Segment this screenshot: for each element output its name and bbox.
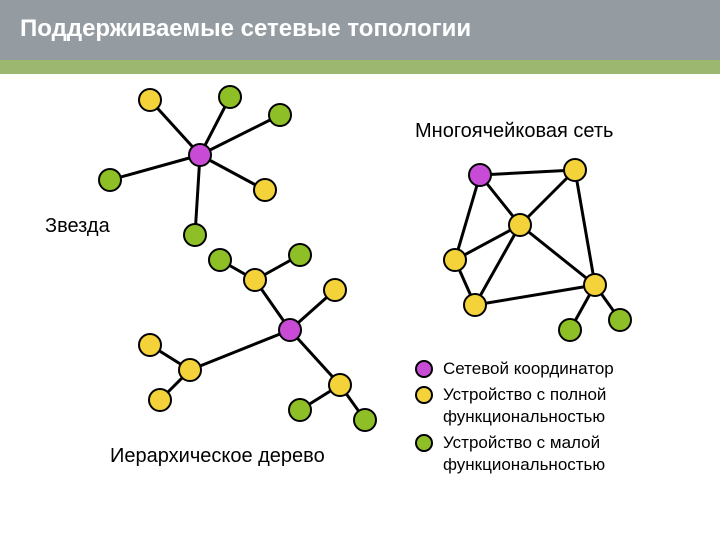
legend-item-reduced: Устройство с малой функциональностью <box>415 432 693 476</box>
node-coordinator <box>469 164 491 186</box>
edge <box>480 170 575 175</box>
edge <box>110 155 200 180</box>
node-full <box>564 159 586 181</box>
node-coordinator <box>279 319 301 341</box>
edge <box>195 155 200 235</box>
node-full <box>254 179 276 201</box>
legend: Сетевой координатор Устройство с полной … <box>415 358 693 480</box>
legend-label-coordinator: Сетевой координатор <box>443 358 614 380</box>
legend-label-reduced: Устройство с малой функциональностью <box>443 432 693 476</box>
node-full <box>329 374 351 396</box>
node-reduced <box>559 319 581 341</box>
node-coordinator <box>189 144 211 166</box>
label-tree: Иерархическое дерево <box>110 445 325 468</box>
node-reduced <box>289 399 311 421</box>
node-full <box>139 89 161 111</box>
label-mesh: Многоячейковая сеть <box>415 120 613 143</box>
legend-label-full: Устройство с полной функциональностью <box>443 384 693 428</box>
legend-swatch-full <box>415 386 433 404</box>
legend-swatch-coordinator <box>415 360 433 378</box>
edge <box>190 330 290 370</box>
legend-item-full: Устройство с полной функциональностью <box>415 384 693 428</box>
node-full <box>244 269 266 291</box>
node-full <box>444 249 466 271</box>
edge <box>520 225 595 285</box>
node-full <box>324 279 346 301</box>
legend-item-coordinator: Сетевой координатор <box>415 358 693 380</box>
node-reduced <box>354 409 376 431</box>
node-full <box>179 359 201 381</box>
edge <box>575 170 595 285</box>
node-full <box>149 389 171 411</box>
edge <box>475 285 595 305</box>
node-reduced <box>99 169 121 191</box>
legend-swatch-reduced <box>415 434 433 452</box>
node-full <box>509 214 531 236</box>
node-reduced <box>609 309 631 331</box>
node-full <box>584 274 606 296</box>
node-reduced <box>289 244 311 266</box>
node-reduced <box>269 104 291 126</box>
node-reduced <box>209 249 231 271</box>
node-full <box>139 334 161 356</box>
label-star: Звезда <box>45 215 110 238</box>
node-reduced <box>219 86 241 108</box>
node-full <box>464 294 486 316</box>
node-reduced <box>184 224 206 246</box>
